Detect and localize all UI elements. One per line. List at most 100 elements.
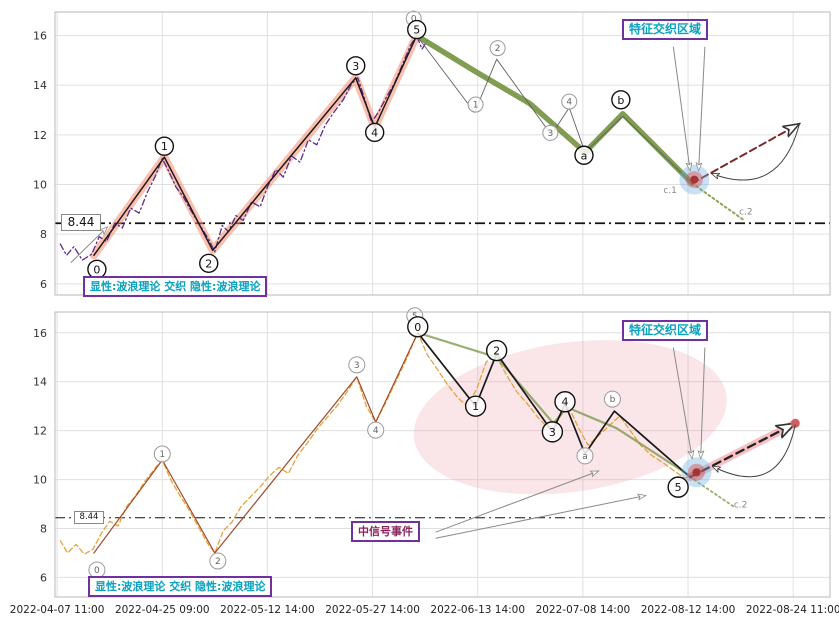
projection-end-dot <box>790 418 800 428</box>
y-tick-label: 14 <box>33 376 47 389</box>
series-projection-red-dashed <box>691 124 799 185</box>
y-tick-label: 8 <box>40 228 47 241</box>
wave-label-circle <box>154 136 175 156</box>
series-projection-black-dashed <box>688 422 795 479</box>
y-tick-label: 6 <box>40 571 47 584</box>
wave-label: 1 <box>472 400 479 413</box>
wave-label: 3 <box>354 361 360 371</box>
confluence-marker-core <box>692 468 701 477</box>
wave-label: 3 <box>352 60 359 73</box>
x-tick-label: 2022-05-12 14:00 <box>220 604 315 616</box>
annotation-arrow <box>699 46 706 171</box>
wave-label-circle <box>407 19 427 40</box>
wave-label-circle <box>367 421 385 439</box>
wave-label-circle <box>485 339 508 362</box>
y-tick-label: 10 <box>33 474 47 487</box>
wave-label-circle <box>489 40 506 57</box>
wave-label: 3 <box>547 129 553 139</box>
wave-label-circle <box>542 124 559 141</box>
wave-label: b <box>617 94 624 107</box>
wave-label-circle <box>199 253 219 274</box>
plot-border <box>54 311 831 598</box>
x-tick-label: 2022-07-08 14:00 <box>536 604 631 616</box>
wave-label: 4 <box>562 396 569 409</box>
wave-label: 1 <box>161 140 168 153</box>
y-tick-label: 16 <box>33 327 47 340</box>
wave-label-circle <box>603 390 621 408</box>
wave-label-circle <box>364 122 385 143</box>
wave-label-circle <box>541 421 564 443</box>
wave-label: 0 <box>94 566 100 576</box>
wave-label-circle <box>576 447 594 465</box>
annotation-arrow <box>435 495 646 539</box>
wave-label: 2 <box>493 345 500 358</box>
series-correction-extension-dashed <box>691 182 744 221</box>
wave-label: 3 <box>549 426 556 439</box>
wave-label: 2 <box>495 44 501 54</box>
wave-label: 4 <box>373 426 379 436</box>
curved-annotation-arrow <box>712 424 796 478</box>
series-price-purple <box>59 34 428 261</box>
wave-label: 0 <box>93 263 100 276</box>
signal-event-annotation: 中信号事件 <box>351 521 420 542</box>
wave-label-circle <box>561 93 578 110</box>
x-tick-label: 2022-06-13 14:00 <box>430 604 525 616</box>
wave-label: 0 <box>414 321 421 334</box>
wave-label: 0 <box>411 15 417 25</box>
wave-text-label: c.2 <box>734 501 748 511</box>
wave-text-label: c.1 <box>663 186 677 196</box>
annotation-arrow <box>672 46 690 171</box>
wave-label: 4 <box>566 98 572 108</box>
series-impulse-wave <box>93 34 418 257</box>
wave-label: 5 <box>675 481 682 494</box>
x-tick-label: 2022-08-12 14:00 <box>641 604 736 616</box>
wave-label-circle <box>467 96 484 113</box>
wave-label: 1 <box>473 101 479 111</box>
y-tick-label: 6 <box>40 278 47 291</box>
x-tick-label: 2022-04-25 09:00 <box>115 604 210 616</box>
confluence-marker-core <box>690 175 699 184</box>
y-tick-label: 10 <box>33 179 47 192</box>
x-tick-label: 2022-05-27 14:00 <box>325 604 420 616</box>
wave-label-circle <box>346 56 366 76</box>
y-tick-label: 16 <box>33 30 47 43</box>
wave-label: a <box>582 452 588 462</box>
x-axis: 2022-04-07 11:00 2022-04-25 09:00 2022-05-… <box>10 604 839 616</box>
wave-label-circle <box>667 476 689 498</box>
wave-label: a <box>581 149 588 162</box>
feature-zone-annotation-bottom: 特征交织区域 <box>622 320 709 341</box>
wave-label-circle <box>348 356 366 374</box>
wave-label-circle <box>611 90 631 110</box>
wave-label-circle <box>407 316 429 338</box>
series-price-orange <box>59 332 701 555</box>
annotation-arrow <box>70 227 108 264</box>
x-tick-label: 2022-04-07 11:00 <box>10 604 105 616</box>
plot-border <box>54 11 831 296</box>
annotation-arrow <box>701 347 706 458</box>
wave-label: 2 <box>205 257 212 270</box>
wave-label: 1 <box>159 450 165 460</box>
plot-background <box>55 12 830 295</box>
wave-label-circle <box>554 391 576 413</box>
wave-theory-caption-top: 显性:波浪理论 交织 隐性:波浪理论 <box>83 276 268 297</box>
series-explicit-correction <box>413 32 695 187</box>
y-tick-label: 14 <box>33 79 47 92</box>
wave-label: b <box>610 395 616 405</box>
price-reference-label-bottom: 8.44 <box>74 511 104 524</box>
wave-label: 5 <box>413 24 420 37</box>
annotation-arrow <box>672 347 692 458</box>
price-reference-label-top: 8.44 <box>61 214 101 231</box>
wave-label: 2 <box>215 557 221 567</box>
y-tick-label: 8 <box>40 523 47 536</box>
wave-label-circle <box>209 552 227 570</box>
wave-label-circle <box>574 145 594 165</box>
annotation-arrow <box>435 470 599 533</box>
curved-annotation-arrow <box>711 123 800 181</box>
y-tick-label: 12 <box>33 425 47 438</box>
wave-text-label: c.2 <box>739 207 753 217</box>
y-tick-label: 12 <box>33 129 47 142</box>
x-tick-label: 2022-08-24 11:00 <box>746 604 839 616</box>
